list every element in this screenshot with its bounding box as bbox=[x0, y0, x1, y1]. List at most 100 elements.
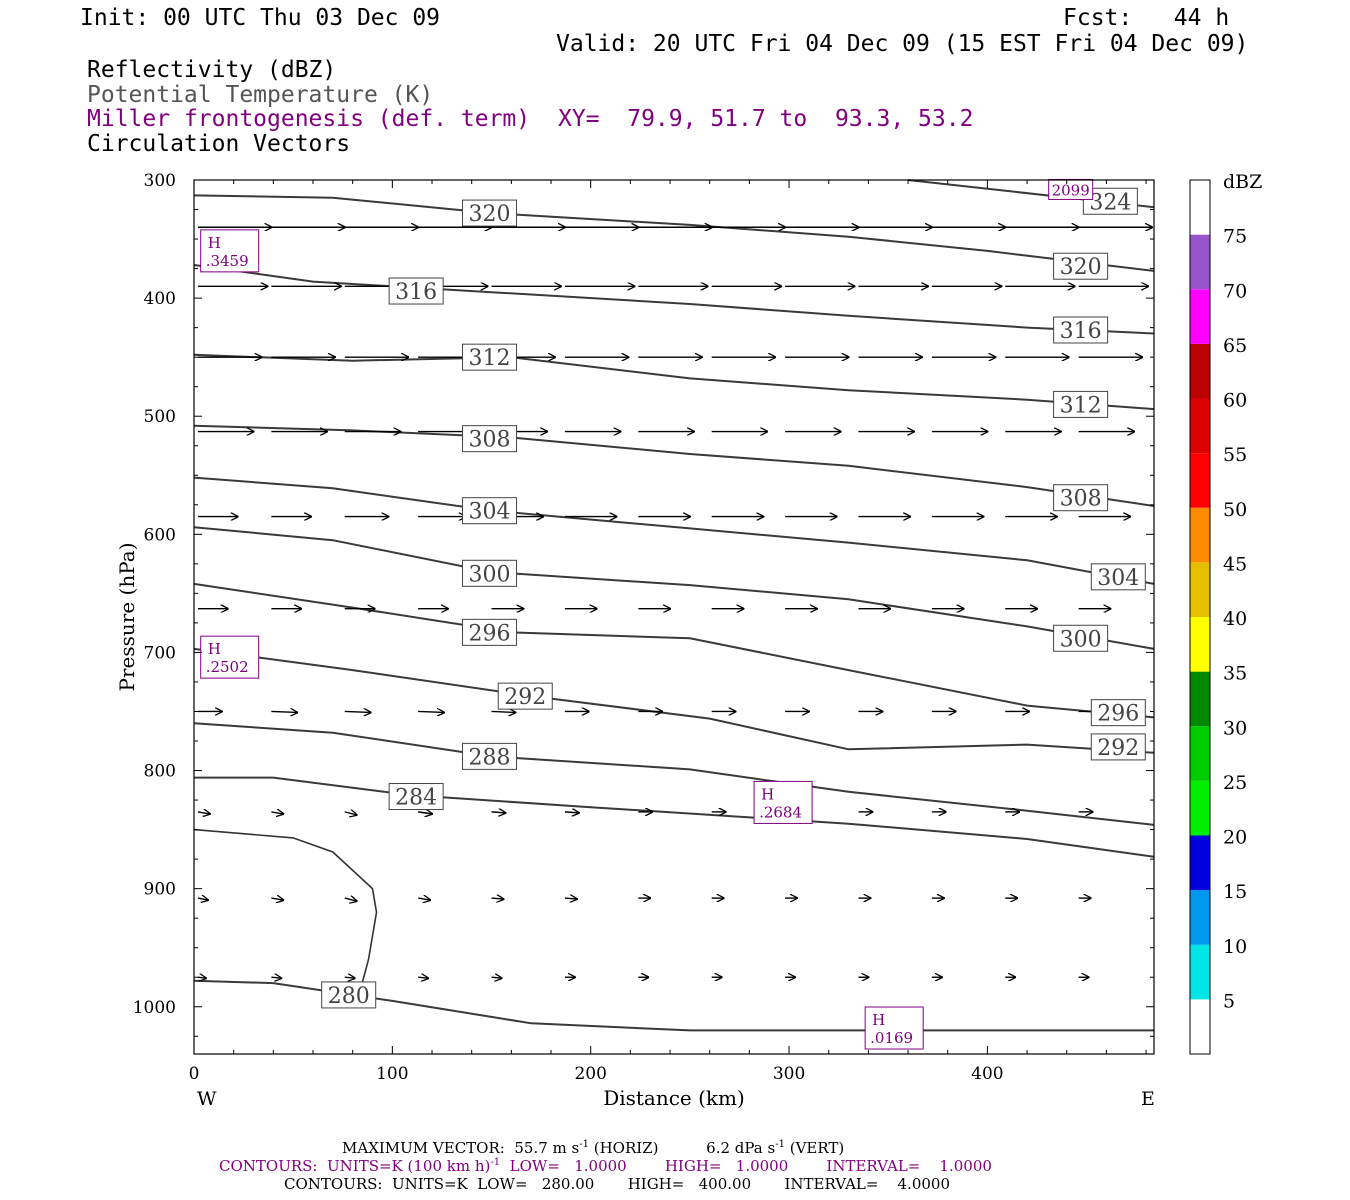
theta-label-box bbox=[462, 742, 518, 770]
theta-label-box bbox=[1090, 733, 1146, 761]
theta-label-292: 292 bbox=[1097, 736, 1139, 761]
colorbar-level-25: 25 bbox=[1223, 772, 1247, 794]
circulation-vector bbox=[491, 977, 502, 978]
cross-section-endpoints: XY= 79.9, 51.7 to 93.3, 53.2 bbox=[558, 106, 974, 132]
colorbar-segment bbox=[1190, 671, 1210, 727]
contours-frontogenesis-legend: CONTOURS: UNITS=K (100 km h)-1 LOW= 1.00… bbox=[219, 1157, 992, 1175]
colorbar-level-55: 55 bbox=[1223, 444, 1247, 466]
theta-label-296: 296 bbox=[1097, 702, 1139, 727]
init-time: Init: 00 UTC Thu 03 Dec 09 bbox=[80, 5, 441, 31]
theta-label-324: 324 bbox=[1089, 190, 1131, 215]
frontogenesis-max-label: H bbox=[761, 785, 774, 803]
colorbar-segment bbox=[1190, 562, 1210, 617]
theta-contour-296 bbox=[193, 582, 1155, 719]
frontogenesis-max-box bbox=[200, 229, 260, 273]
east-label: E bbox=[1141, 1088, 1155, 1110]
colorbar-level-50: 50 bbox=[1223, 499, 1247, 521]
colorbar-segment bbox=[1190, 617, 1210, 672]
colorbar-segment bbox=[1190, 726, 1210, 781]
theta-label-320: 320 bbox=[1060, 255, 1102, 280]
theta-label-box bbox=[497, 682, 553, 710]
colorbar-level-60: 60 bbox=[1223, 390, 1247, 412]
circulation-vector bbox=[491, 812, 506, 813]
circulation-vector bbox=[418, 711, 444, 712]
theta-label-308: 308 bbox=[1060, 487, 1102, 512]
theta-label-box bbox=[388, 783, 444, 811]
valid-time: Valid: 20 UTC Fri 04 Dec 09 (15 EST Fri … bbox=[556, 31, 1249, 57]
theta-label-308: 308 bbox=[469, 428, 511, 453]
plot-frame bbox=[193, 179, 1155, 1055]
theta-contour-320 bbox=[193, 194, 1155, 272]
circulation-vector bbox=[271, 977, 281, 978]
circulation-vector bbox=[197, 898, 208, 900]
circulation-vector bbox=[197, 812, 210, 814]
theta-label-box bbox=[462, 425, 518, 453]
frontogenesis-max-value: .3459 bbox=[206, 252, 249, 270]
theta-label-box bbox=[1053, 484, 1109, 512]
circulation-vector bbox=[418, 812, 432, 814]
frontogenesis-max-value: 2099 bbox=[1052, 181, 1090, 199]
colorbar-level-45: 45 bbox=[1223, 553, 1247, 575]
circulation-vector bbox=[564, 812, 579, 813]
colorbar-level-65: 65 bbox=[1223, 335, 1247, 357]
colorbar-segment bbox=[1190, 999, 1210, 1054]
theta-label-312: 312 bbox=[469, 346, 511, 371]
x-tick-label-200: 200 bbox=[574, 1064, 606, 1084]
circulation-vector bbox=[418, 898, 430, 900]
field-reflectivity: Reflectivity (dBZ) bbox=[87, 57, 337, 83]
x-axis-label: Distance (km) bbox=[603, 1086, 745, 1110]
theta-label-312: 312 bbox=[1060, 393, 1102, 418]
theta-label-box bbox=[321, 981, 377, 1009]
theta-contour-300 bbox=[193, 526, 1155, 650]
theta-label-box bbox=[1053, 252, 1109, 280]
theta-label-box bbox=[388, 277, 444, 305]
frontogenesis-max-value: .2502 bbox=[206, 658, 249, 676]
colorbar-frame bbox=[1189, 179, 1211, 1055]
x-tick-label-100: 100 bbox=[376, 1064, 408, 1084]
colorbar-level-75: 75 bbox=[1223, 226, 1247, 248]
colorbar-level-30: 30 bbox=[1223, 717, 1247, 739]
colorbar-segment bbox=[1190, 890, 1210, 945]
max-vector-legend: MAXIMUM VECTOR: 55.7 m s-1 (HORIZ) 6.2 d… bbox=[342, 1139, 845, 1157]
frontogenesis-max-box bbox=[200, 635, 260, 679]
y-tick-label-700: 700 bbox=[144, 643, 176, 663]
y-tick-label-500: 500 bbox=[144, 407, 176, 427]
circulation-vector bbox=[491, 711, 516, 712]
theta-label-box bbox=[1053, 624, 1109, 652]
circulation-vector bbox=[344, 898, 357, 901]
west-label: W bbox=[197, 1088, 217, 1110]
cross-section-chart: 3243203203163163123123083083043043003002… bbox=[115, 171, 1262, 1110]
theta-contour-288 bbox=[193, 722, 1155, 826]
circulation-vector bbox=[418, 977, 428, 978]
colorbar-segment bbox=[1190, 780, 1210, 836]
theta-label-box bbox=[1090, 563, 1146, 591]
forecast-hour: Fcst: 44 h bbox=[1063, 5, 1230, 31]
colorbar-segment bbox=[1190, 180, 1210, 235]
theta-label-320: 320 bbox=[469, 202, 511, 227]
frontogenesis-contour-0 bbox=[193, 828, 378, 990]
colorbar-segment bbox=[1190, 944, 1210, 1000]
theta-contour-284 bbox=[194, 776, 1155, 858]
x-tick-label-0: 0 bbox=[189, 1064, 200, 1084]
theta-label-280: 280 bbox=[328, 984, 370, 1009]
circulation-vector bbox=[271, 898, 283, 900]
y-tick-label-600: 600 bbox=[144, 525, 176, 545]
field-potential-temperature: Potential Temperature (K) bbox=[87, 82, 434, 108]
colorbar-segment bbox=[1190, 398, 1210, 454]
circulation-vector bbox=[271, 711, 297, 712]
y-tick-label-800: 800 bbox=[144, 762, 176, 782]
colorbar-level-70: 70 bbox=[1223, 280, 1247, 302]
frontogenesis-max-label: H bbox=[208, 640, 221, 658]
theta-label-box bbox=[462, 497, 518, 525]
colorbar-level-15: 15 bbox=[1223, 881, 1247, 903]
colorbar-title: dBZ bbox=[1223, 171, 1262, 193]
colorbar-segment bbox=[1190, 343, 1210, 399]
y-tick-label-400: 400 bbox=[144, 289, 176, 309]
y-tick-label-300: 300 bbox=[144, 171, 176, 191]
y-tick-label-1000: 1000 bbox=[133, 998, 176, 1018]
theta-label-304: 304 bbox=[1097, 566, 1139, 591]
theta-label-box bbox=[1053, 390, 1109, 418]
theta-label-300: 300 bbox=[1060, 627, 1102, 652]
colorbar-segment bbox=[1190, 507, 1210, 563]
circulation-vector bbox=[491, 898, 504, 899]
